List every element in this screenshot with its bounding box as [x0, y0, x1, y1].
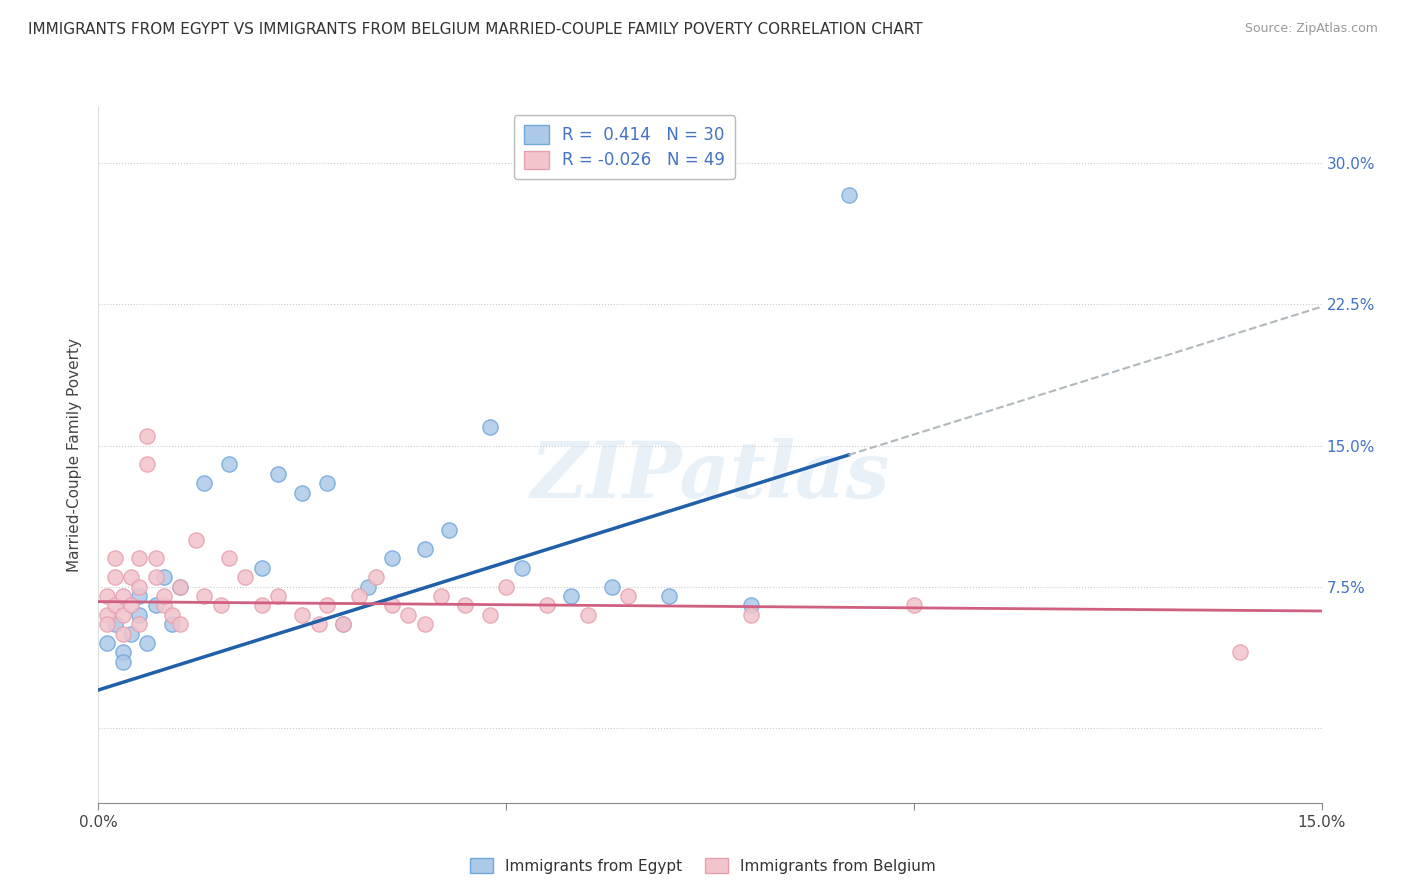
Point: [128, 617, 150, 632]
Point: [396, 607, 419, 622]
Point: [315, 599, 337, 613]
Point: [536, 599, 558, 613]
Point: [267, 589, 290, 603]
Y-axis label: Married-Couple Family Poverty: Married-Couple Family Poverty: [67, 338, 83, 572]
Point: [740, 599, 762, 613]
Text: IMMIGRANTS FROM EGYPT VS IMMIGRANTS FROM BELGIUM MARRIED-COUPLE FAMILY POVERTY C: IMMIGRANTS FROM EGYPT VS IMMIGRANTS FROM…: [28, 22, 922, 37]
Point: [136, 636, 159, 650]
Point: [315, 476, 337, 491]
Point: [576, 607, 599, 622]
Point: [413, 617, 436, 632]
Text: ZIPatlas: ZIPatlas: [530, 438, 890, 514]
Point: [1229, 645, 1251, 659]
Point: [96, 636, 118, 650]
Point: [209, 599, 232, 613]
Point: [169, 617, 191, 632]
Point: [233, 570, 256, 584]
Point: [120, 570, 142, 584]
Point: [96, 589, 118, 603]
Point: [364, 570, 387, 584]
Legend: R =  0.414   N = 30, R = -0.026   N = 49: R = 0.414 N = 30, R = -0.026 N = 49: [513, 115, 735, 179]
Point: [600, 580, 623, 594]
Point: [250, 599, 273, 613]
Point: [250, 560, 273, 574]
Point: [495, 580, 517, 594]
Point: [128, 607, 150, 622]
Point: [349, 589, 371, 603]
Point: [478, 419, 501, 434]
Point: [186, 533, 208, 547]
Point: [437, 523, 460, 537]
Point: [104, 617, 127, 632]
Point: [160, 617, 183, 632]
Point: [332, 617, 354, 632]
Point: [291, 607, 314, 622]
Point: [104, 570, 127, 584]
Legend: Immigrants from Egypt, Immigrants from Belgium: Immigrants from Egypt, Immigrants from B…: [464, 852, 942, 880]
Point: [145, 570, 167, 584]
Point: [111, 589, 134, 603]
Point: [145, 551, 167, 566]
Point: [291, 485, 314, 500]
Point: [169, 580, 191, 594]
Point: [136, 429, 159, 443]
Point: [128, 551, 150, 566]
Point: [96, 607, 118, 622]
Text: Source: ZipAtlas.com: Source: ZipAtlas.com: [1244, 22, 1378, 36]
Point: [193, 476, 215, 491]
Point: [120, 626, 142, 640]
Point: [152, 599, 174, 613]
Point: [838, 188, 860, 202]
Point: [111, 607, 134, 622]
Point: [413, 541, 436, 556]
Point: [267, 467, 290, 481]
Point: [381, 599, 404, 613]
Point: [454, 599, 477, 613]
Point: [128, 580, 150, 594]
Point: [430, 589, 453, 603]
Point: [740, 607, 762, 622]
Point: [903, 599, 925, 613]
Point: [308, 617, 330, 632]
Point: [145, 599, 167, 613]
Point: [169, 580, 191, 594]
Point: [152, 589, 174, 603]
Point: [160, 607, 183, 622]
Point: [111, 626, 134, 640]
Point: [560, 589, 582, 603]
Point: [512, 560, 534, 574]
Point: [617, 589, 640, 603]
Point: [332, 617, 354, 632]
Point: [104, 599, 127, 613]
Point: [478, 607, 501, 622]
Point: [218, 551, 240, 566]
Point: [193, 589, 215, 603]
Point: [381, 551, 404, 566]
Point: [152, 570, 174, 584]
Point: [658, 589, 681, 603]
Point: [104, 551, 127, 566]
Point: [356, 580, 378, 594]
Point: [136, 458, 159, 472]
Point: [111, 645, 134, 659]
Point: [120, 599, 142, 613]
Point: [111, 655, 134, 669]
Point: [96, 617, 118, 632]
Point: [218, 458, 240, 472]
Point: [128, 589, 150, 603]
